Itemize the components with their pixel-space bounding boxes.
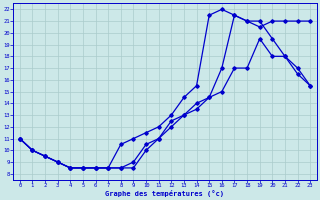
X-axis label: Graphe des températures (°c): Graphe des températures (°c) bbox=[106, 190, 225, 197]
